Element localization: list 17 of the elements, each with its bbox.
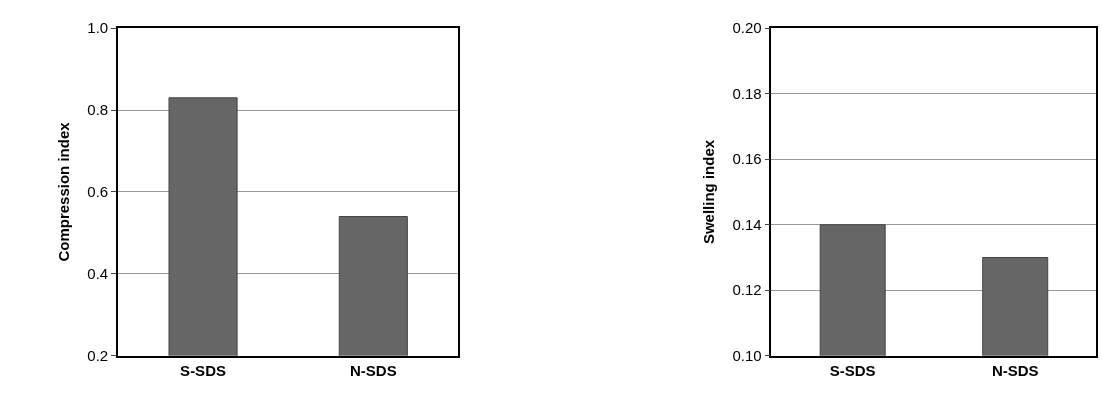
y-axis-title: Compression index [55,121,73,262]
y-tick-label: 0.8 [87,101,109,119]
x-tick-label: N-SDS [349,361,397,379]
y-tick-label: 0.10 [732,347,762,364]
y-tick-label: 0.18 [732,84,762,102]
y-tick-label: 0.12 [732,281,762,299]
x-tick-label: S-SDS [180,361,226,379]
y-tick-label: 0.14 [732,215,762,233]
x-tick-label: S-SDS [829,361,876,379]
y-axis-title: Swelling index [700,139,718,245]
x-tick-label: N-SDS [991,361,1039,379]
y-tick-label: 0.20 [732,19,762,37]
y-tick-label: 0.16 [732,150,762,168]
y-tick-label: 1.0 [87,19,109,37]
y-tick-label: 0.4 [87,265,109,283]
y-tick-label: 0.6 [87,183,109,201]
y-tick-label: 0.2 [87,347,109,364]
